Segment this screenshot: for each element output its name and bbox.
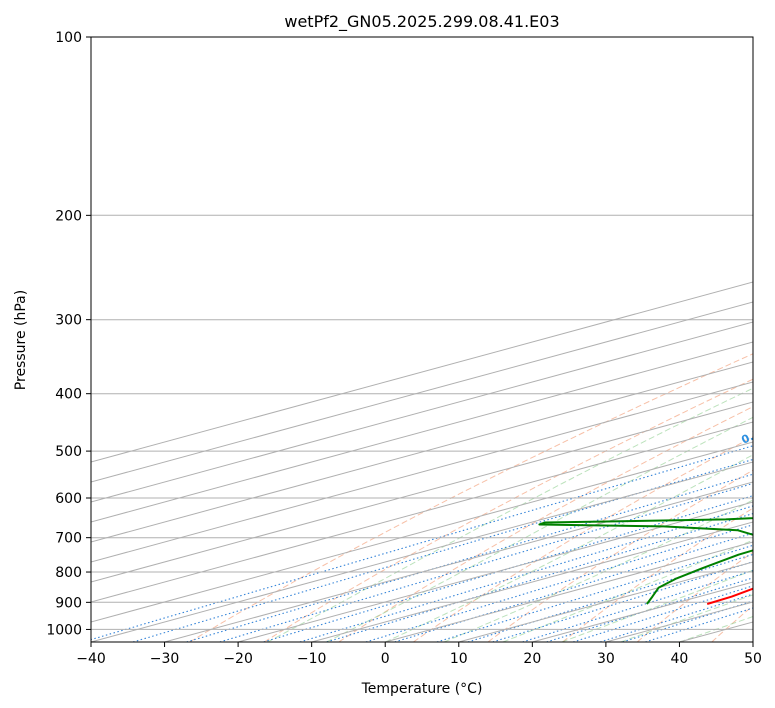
- y-tick-label: 700: [55, 531, 82, 547]
- y-tick-label: 500: [55, 444, 82, 460]
- x-tick-label: −40: [76, 651, 106, 667]
- plot-area: -100-90-80-70-60-50-40-30-20-10010203040…: [91, 37, 753, 642]
- mixing-ratio-line: [622, 600, 753, 642]
- isotherm-line: [311, 521, 753, 642]
- y-axis-label: Pressure (hPa): [13, 290, 29, 390]
- y-tick-label: 100: [55, 30, 82, 46]
- isotherm-line: [237, 501, 753, 642]
- isotherm-line: [91, 421, 753, 603]
- x-tick-label: 0: [381, 651, 390, 667]
- y-tick-label: 900: [55, 595, 82, 611]
- y-tick-label: 400: [55, 387, 82, 403]
- x-axis-label: Temperature (°C): [361, 681, 483, 697]
- mixing-ratio-line: [263, 495, 753, 642]
- isotherm-line: [91, 381, 753, 563]
- isotherm-line: [91, 281, 753, 463]
- x-tick-label: −30: [150, 651, 180, 667]
- series-layer: [538, 517, 753, 605]
- x-tick-label: 10: [450, 651, 468, 667]
- mixing-ratio-line: [467, 553, 753, 642]
- mixing-ratio-line: [365, 524, 753, 642]
- isotherm-line: [164, 481, 753, 642]
- isotherm-line: [91, 401, 753, 583]
- x-tick-label: 30: [597, 651, 615, 667]
- x-axis: −40 −30 −20 −10 0 10 20 30 40 50: [76, 642, 762, 667]
- x-tick-label: 20: [523, 651, 541, 667]
- y-tick-label: 300: [55, 313, 82, 329]
- dewpoint-profile-line: [538, 517, 753, 605]
- x-tick-label: −10: [297, 651, 327, 667]
- plot-frame: [90, 36, 754, 643]
- x-tick-label: −20: [223, 651, 253, 667]
- chart-title: wetPf2_GN05.2025.299.08.41.E03: [284, 12, 559, 32]
- isotherm-line: [91, 321, 753, 503]
- dry-adiabat-line: [189, 353, 753, 642]
- isotherm-line: [91, 441, 753, 623]
- mixing-ratio-line: [645, 607, 753, 642]
- isotherm-line: [91, 301, 753, 483]
- y-tick-label: 200: [55, 208, 82, 224]
- grid-lines: [91, 37, 753, 642]
- y-tick-label: 1000: [46, 622, 82, 638]
- mixing-ratio-line: [219, 482, 753, 642]
- dry-adiabat-line: [338, 406, 753, 642]
- y-tick-label: 600: [55, 491, 82, 507]
- dry-adiabat-line: [487, 469, 753, 642]
- isotherm-line: [91, 361, 753, 543]
- x-tick-label: 50: [744, 651, 762, 667]
- isotherm-line: [91, 461, 753, 642]
- mixing-ratio-line: [299, 505, 753, 642]
- y-tick-label: 800: [55, 565, 82, 581]
- mixing-ratio-line: [326, 512, 753, 642]
- x-tick-label: 40: [671, 651, 689, 667]
- y-axis: 100 200 300 400 500 600 700 800 900 1000: [46, 30, 91, 638]
